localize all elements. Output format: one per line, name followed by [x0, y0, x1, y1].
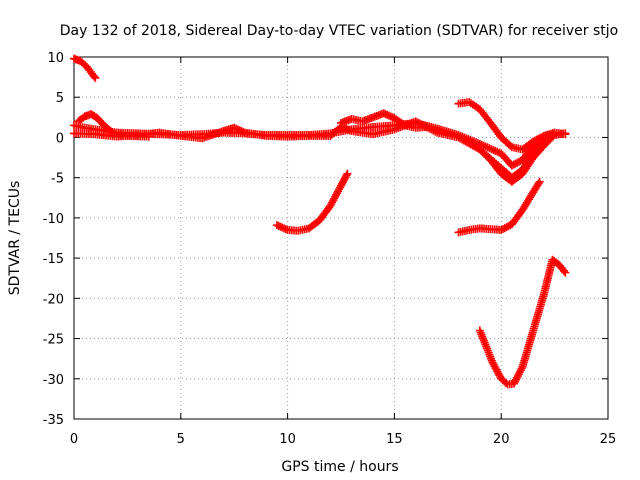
data-point — [233, 125, 242, 134]
data-point — [506, 141, 515, 150]
x-tick-label: 10 — [279, 432, 296, 447]
data-series-5 — [337, 109, 431, 132]
x-tick-label: 15 — [386, 432, 403, 447]
data-point — [274, 221, 283, 230]
data-point — [549, 132, 558, 141]
data-point — [235, 126, 244, 135]
data-point — [230, 123, 239, 132]
data-point — [399, 120, 408, 129]
y-axis-label: SDTVAR / TECUs — [7, 181, 23, 296]
y-tick-label: 0 — [56, 131, 64, 146]
x-tick-label: 20 — [493, 432, 510, 447]
data-point — [91, 73, 100, 82]
data-point — [561, 130, 570, 139]
x-tick-label: 5 — [177, 432, 185, 447]
data-point — [281, 225, 290, 234]
data-point — [550, 131, 559, 140]
data-series-9 — [454, 177, 544, 237]
x-tick-label: 25 — [600, 432, 617, 447]
data-series — [70, 54, 570, 389]
x-tick-label: 0 — [70, 432, 78, 447]
y-tick-label: -20 — [43, 292, 64, 307]
data-series-10 — [475, 255, 570, 389]
data-point — [535, 177, 544, 186]
data-point — [534, 179, 543, 188]
y-tick-label: 10 — [47, 51, 64, 66]
data-point — [272, 221, 281, 230]
data-point — [383, 110, 392, 119]
data-point — [561, 268, 570, 277]
data-point — [538, 132, 547, 141]
data-point — [422, 122, 431, 131]
data-point — [239, 127, 248, 136]
data-point — [231, 124, 240, 133]
y-tick-label: -15 — [43, 252, 64, 267]
x-axis-label: GPS time / hours — [281, 459, 398, 475]
data-point — [343, 169, 352, 178]
data-series-8 — [272, 169, 352, 235]
data-point — [379, 109, 388, 118]
data-point — [90, 72, 99, 81]
y-tick-label: -30 — [43, 373, 64, 388]
data-point — [502, 379, 511, 388]
data-point — [276, 222, 285, 231]
y-tick-label: -5 — [51, 172, 64, 187]
data-series-7 — [465, 131, 559, 186]
data-series-1 — [70, 54, 100, 82]
data-point — [280, 224, 289, 233]
data-point — [385, 111, 394, 120]
y-tick-label: -25 — [43, 333, 64, 348]
y-tick-label: 5 — [56, 91, 64, 106]
data-point — [386, 112, 395, 121]
axis-ticks — [73, 56, 609, 420]
data-point — [342, 171, 351, 180]
chart-title: Day 132 of 2018, Sidereal Day-to-day VTE… — [60, 23, 618, 39]
grid — [74, 57, 608, 419]
data-point — [278, 223, 287, 232]
data-series-6 — [454, 98, 570, 154]
y-tick-label: -10 — [43, 212, 64, 227]
y-tick-label: -35 — [43, 413, 64, 428]
y-tick-labels: 10 5 0 -5 -10 -15 -20 -25 -30 -35 — [43, 51, 64, 428]
x-tick-labels: 0 5 10 15 20 25 — [70, 432, 616, 447]
data-point — [381, 110, 390, 119]
data-point — [559, 266, 568, 275]
plot-frame — [73, 56, 609, 420]
data-point — [237, 127, 246, 136]
